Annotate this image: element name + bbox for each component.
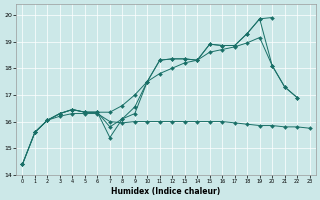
X-axis label: Humidex (Indice chaleur): Humidex (Indice chaleur) — [111, 187, 221, 196]
